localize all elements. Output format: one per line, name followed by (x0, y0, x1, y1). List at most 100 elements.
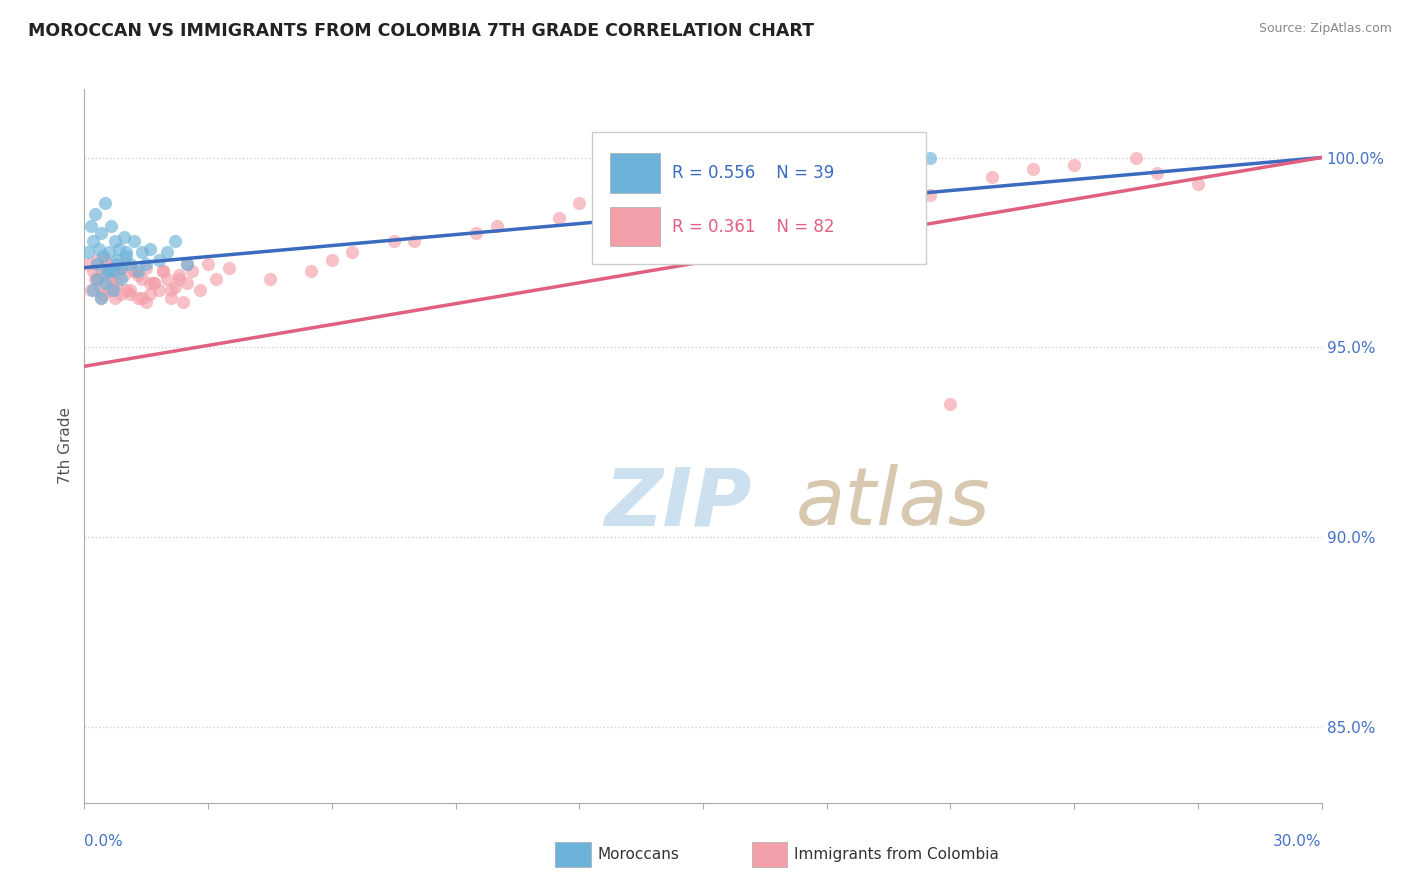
Point (122, 264, 145, 278)
Point (110, 260, 132, 275)
Point (94, 196, 117, 211)
Point (77, 245, 100, 260)
Point (118, 257, 141, 271)
Point (980, 169, 1002, 184)
Point (918, 188, 941, 202)
Point (165, 234, 187, 248)
Point (148, 284, 170, 298)
Point (98, 245, 121, 260)
Point (485, 219, 508, 233)
Point (108, 242, 131, 256)
Point (96, 264, 118, 278)
FancyBboxPatch shape (592, 132, 925, 264)
Point (692, 185, 714, 199)
Point (1125, 151, 1147, 165)
Point (114, 245, 136, 260)
Point (404, 234, 426, 248)
Point (91, 287, 114, 301)
Point (100, 219, 122, 233)
Point (105, 252, 128, 267)
Point (259, 272, 281, 286)
Point (139, 276, 162, 290)
Point (167, 272, 190, 286)
Point (118, 287, 141, 301)
Point (79, 219, 101, 233)
Point (135, 257, 157, 271)
Point (86, 257, 108, 271)
Point (152, 264, 174, 278)
Point (754, 196, 776, 211)
Point (94, 276, 117, 290)
Point (299, 264, 322, 278)
Point (165, 279, 187, 293)
Point (83, 207, 105, 221)
Point (152, 264, 174, 278)
Point (172, 294, 194, 309)
Point (110, 287, 132, 301)
Point (91, 249, 114, 263)
Point (87, 279, 110, 293)
Point (1146, 166, 1168, 180)
Point (100, 272, 122, 286)
Point (103, 264, 125, 278)
Point (568, 196, 591, 211)
Point (82, 234, 104, 248)
Point (98, 272, 121, 286)
Point (103, 279, 125, 293)
Text: ZIP: ZIP (605, 464, 751, 542)
Point (180, 264, 202, 278)
Point (77, 257, 100, 271)
Point (118, 284, 141, 298)
Point (114, 257, 136, 271)
Point (218, 260, 240, 275)
Point (98, 264, 121, 278)
Text: Moroccans: Moroccans (598, 847, 679, 862)
Point (135, 260, 157, 275)
Text: atlas: atlas (796, 464, 991, 542)
Point (86, 272, 108, 286)
Point (114, 249, 136, 263)
Point (148, 252, 170, 267)
Point (94, 268, 117, 283)
Point (104, 234, 127, 248)
Point (651, 207, 673, 221)
Point (131, 291, 153, 305)
Point (105, 260, 128, 275)
Point (176, 276, 198, 290)
Point (127, 268, 149, 283)
Point (114, 284, 136, 298)
Point (105, 257, 128, 271)
Point (127, 291, 149, 305)
Point (160, 291, 183, 305)
Point (465, 227, 488, 241)
Point (139, 242, 162, 256)
Text: 30.0%: 30.0% (1274, 834, 1322, 849)
Point (96, 257, 118, 271)
Point (131, 245, 153, 260)
Point (143, 276, 166, 290)
Point (176, 257, 198, 271)
Point (939, 397, 962, 411)
Point (794, 173, 817, 187)
Point (382, 234, 405, 248)
Point (108, 260, 131, 275)
Point (197, 257, 219, 271)
Point (205, 272, 228, 286)
Point (110, 272, 132, 286)
Point (342, 245, 364, 260)
Point (87, 242, 110, 256)
Point (188, 284, 211, 298)
Text: 0.0%: 0.0% (84, 834, 124, 849)
Point (90, 227, 112, 241)
Point (90, 260, 112, 275)
Point (139, 287, 162, 301)
Point (547, 211, 569, 226)
Point (86, 252, 108, 267)
Point (160, 284, 183, 298)
Point (82, 284, 104, 298)
Point (90, 291, 112, 305)
Point (1063, 158, 1085, 172)
Point (143, 276, 166, 290)
Point (176, 257, 198, 271)
Point (1187, 177, 1209, 191)
